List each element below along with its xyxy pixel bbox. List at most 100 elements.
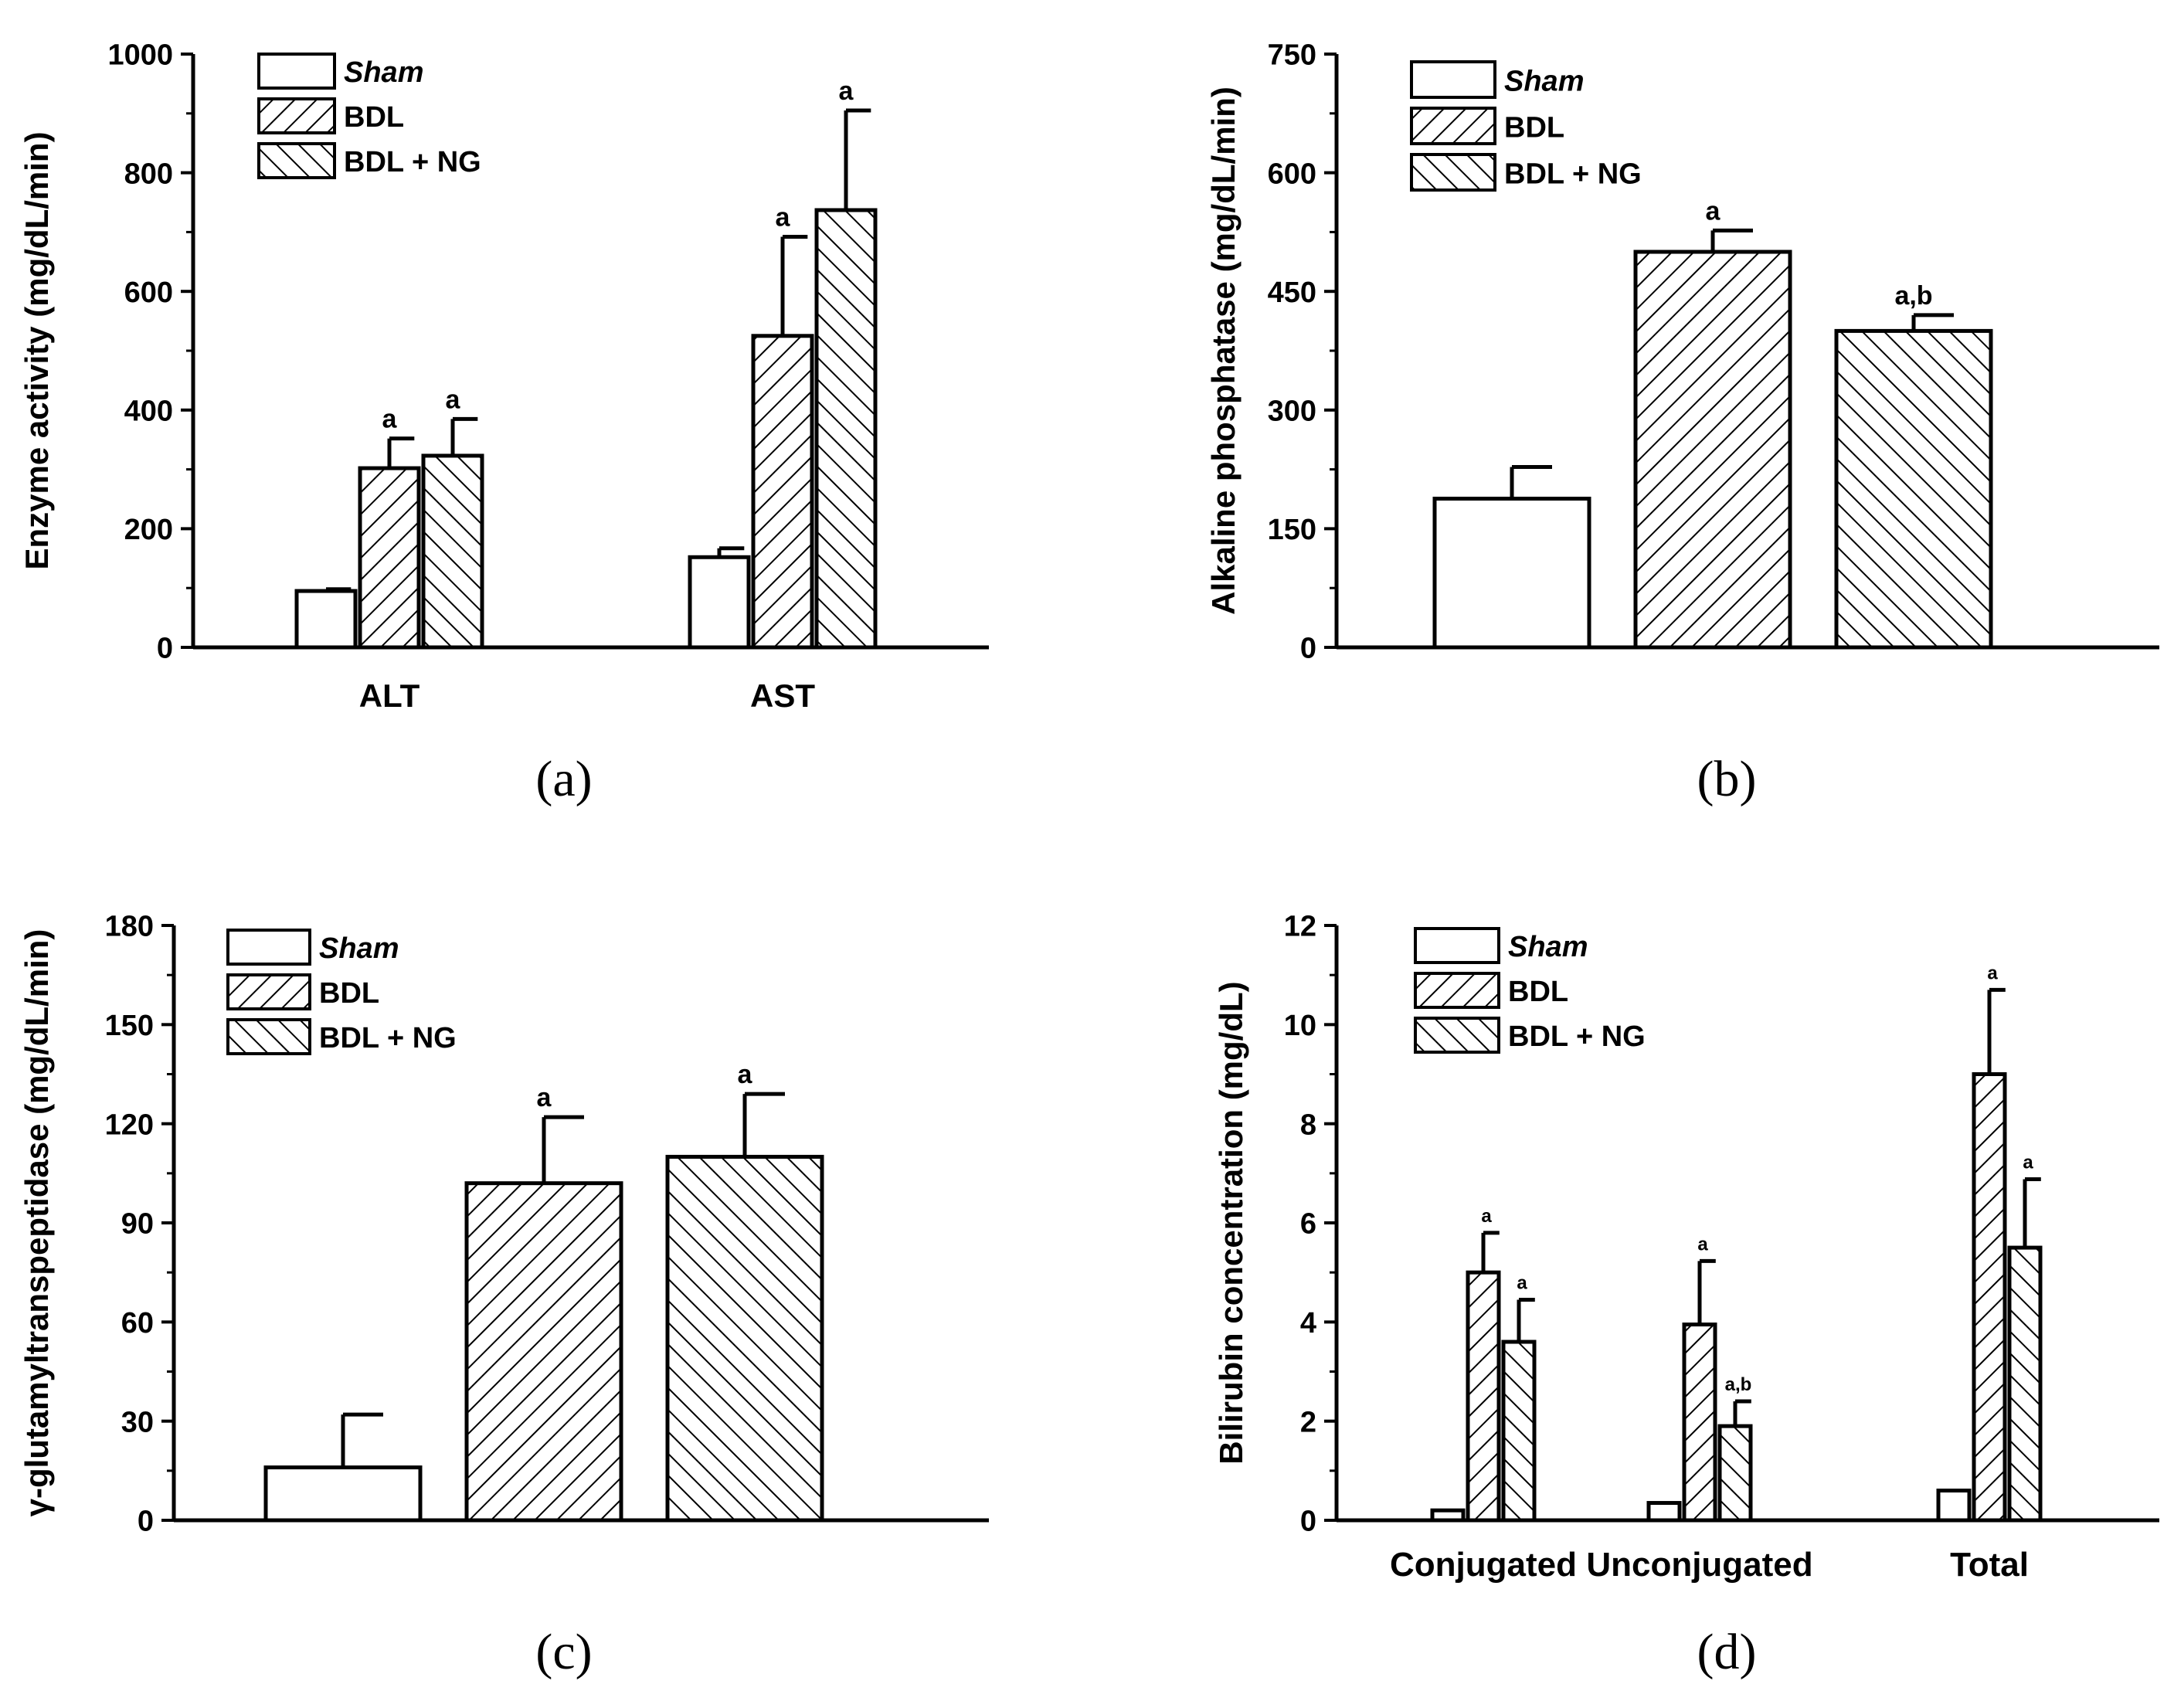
y-tick-label: 150 xyxy=(1268,514,1316,546)
panel-label: (c) xyxy=(535,1624,592,1680)
legend-swatch xyxy=(1410,153,1496,192)
y-tick-label: 450 xyxy=(1268,277,1316,309)
x-category-label: ALT xyxy=(359,677,420,714)
y-tick-label: 6 xyxy=(1300,1208,1316,1241)
bar-bdl-ng xyxy=(1834,328,1993,650)
legend-label: BDL xyxy=(344,101,404,134)
legend-swatch xyxy=(226,929,311,966)
y-tick-label: 600 xyxy=(1268,158,1316,190)
y-tick-label: 12 xyxy=(1284,911,1316,943)
legend-swatch xyxy=(1414,927,1500,964)
y-axis-title: γ-glutamyltranspeptidase (mg/dL/min) xyxy=(19,929,55,1517)
y-tick-label: 8 xyxy=(1300,1109,1316,1141)
y-tick-label: 0 xyxy=(138,1506,154,1538)
legend-swatch xyxy=(257,142,336,179)
legend-label: Sham xyxy=(1504,66,1584,98)
bar-sham xyxy=(688,555,751,650)
y-tick-label: 0 xyxy=(1300,1506,1316,1538)
significance-label: a xyxy=(839,76,854,106)
legend-label: Sham xyxy=(1508,931,1588,963)
legend-swatch xyxy=(257,97,336,134)
panel-label: (b) xyxy=(1697,751,1757,807)
y-tick-label: 200 xyxy=(124,514,173,546)
legend-swatch xyxy=(226,1018,311,1055)
bar-sham xyxy=(1430,1508,1466,1523)
significance-label: a xyxy=(1706,196,1721,226)
bar-bdl xyxy=(1633,250,1792,650)
y-tick-label: 0 xyxy=(157,633,173,665)
y-tick-label: 1000 xyxy=(107,39,173,72)
significance-label: a,b xyxy=(1894,281,1932,311)
y-tick-label: 60 xyxy=(121,1307,154,1340)
significance-label: a xyxy=(1481,1206,1492,1227)
bar-sham xyxy=(1936,1489,1972,1523)
significance-label: a xyxy=(2023,1153,2033,1173)
legend-label: Sham xyxy=(344,56,423,89)
legend-label: BDL + NG xyxy=(319,1022,457,1054)
legend-swatch xyxy=(1414,1017,1500,1054)
y-tick-label: 30 xyxy=(121,1406,154,1438)
x-category-label: AST xyxy=(750,677,815,714)
chart-panel-b: 0 150 300 450 600 750 Alkaline phosphatase (mg… xyxy=(1205,39,2159,807)
x-category-label: Total xyxy=(1950,1546,2029,1584)
bar-sham xyxy=(1646,1501,1682,1523)
legend-label: BDL xyxy=(1508,976,1568,1008)
y-tick-label: 2 xyxy=(1300,1406,1316,1438)
significance-label: a xyxy=(537,1083,552,1112)
significance-label: a xyxy=(382,405,398,434)
significance-label: a xyxy=(738,1060,753,1089)
y-tick-label: 120 xyxy=(105,1109,154,1141)
y-axis-title: Alkaline phosphatase (mg/dL/min) xyxy=(1205,87,1242,615)
legend-label: BDL xyxy=(1504,112,1564,144)
y-tick-label: 800 xyxy=(124,158,173,190)
bar-bdl-ng xyxy=(665,1154,824,1523)
y-tick-label: 10 xyxy=(1284,1010,1316,1042)
y-axis-title: Bilirubin concentration (mg/dL) xyxy=(1213,981,1249,1464)
chart-panel-d: 0 2 4 6 8 10 12 Bilirubin concentration (mg/dL)… xyxy=(1213,911,2159,1680)
bar-sham xyxy=(294,589,358,650)
panel-label: (a) xyxy=(535,751,592,807)
x-category-label: Unconjugated xyxy=(1586,1546,1812,1584)
chart-panel-a: 0 200 400 600 800 1000 Enzyme activity (mg/dL/… xyxy=(19,39,989,807)
y-tick-label: 150 xyxy=(105,1010,154,1042)
bar-bdl xyxy=(358,466,421,650)
y-axis-title: Enzyme activity (mg/dL/min) xyxy=(19,131,55,569)
bar-bdl xyxy=(1466,1270,1501,1523)
bar-bdl xyxy=(1972,1072,2007,1523)
y-tick-label: 4 xyxy=(1300,1307,1316,1340)
y-tick-label: 180 xyxy=(105,911,154,943)
y-tick-label: 600 xyxy=(124,277,173,309)
bar-bdl-ng xyxy=(421,453,484,650)
significance-label: a xyxy=(1987,963,1998,983)
y-tick-label: 300 xyxy=(1268,395,1316,427)
legend-label: BDL + NG xyxy=(1508,1020,1646,1053)
bar-bdl-ng xyxy=(814,208,878,650)
bar-bdl-ng xyxy=(1501,1340,1537,1523)
panel-label: (d) xyxy=(1697,1624,1757,1680)
y-tick-label: 90 xyxy=(121,1208,154,1241)
y-tick-label: 0 xyxy=(1300,633,1316,665)
significance-label: a,b xyxy=(1725,1374,1752,1395)
legend-swatch xyxy=(257,53,336,90)
bar-bdl-ng xyxy=(2007,1245,2043,1523)
legend-swatch xyxy=(226,973,311,1010)
significance-label: a xyxy=(446,385,461,414)
legend-label: BDL + NG xyxy=(1504,158,1642,191)
bar-bdl xyxy=(1682,1323,1717,1523)
significance-label: a xyxy=(776,203,791,233)
y-tick-label: 400 xyxy=(124,395,173,427)
legend-swatch xyxy=(1410,107,1496,145)
x-category-label: Conjugated xyxy=(1390,1546,1577,1584)
legend-label: Sham xyxy=(319,932,399,965)
legend-label: BDL xyxy=(319,977,379,1010)
bar-sham xyxy=(263,1465,423,1523)
legend-label: BDL + NG xyxy=(344,146,481,178)
bar-bdl xyxy=(751,334,814,650)
y-tick-label: 750 xyxy=(1268,39,1316,72)
bar-bdl xyxy=(464,1181,623,1523)
bar-bdl-ng xyxy=(1717,1424,1753,1523)
chart-panel-c: 0 30 60 90 120 150 180 γ-glutamyltranspeptidase… xyxy=(19,911,989,1680)
significance-label: a xyxy=(1517,1272,1527,1293)
significance-label: a xyxy=(1697,1234,1708,1255)
